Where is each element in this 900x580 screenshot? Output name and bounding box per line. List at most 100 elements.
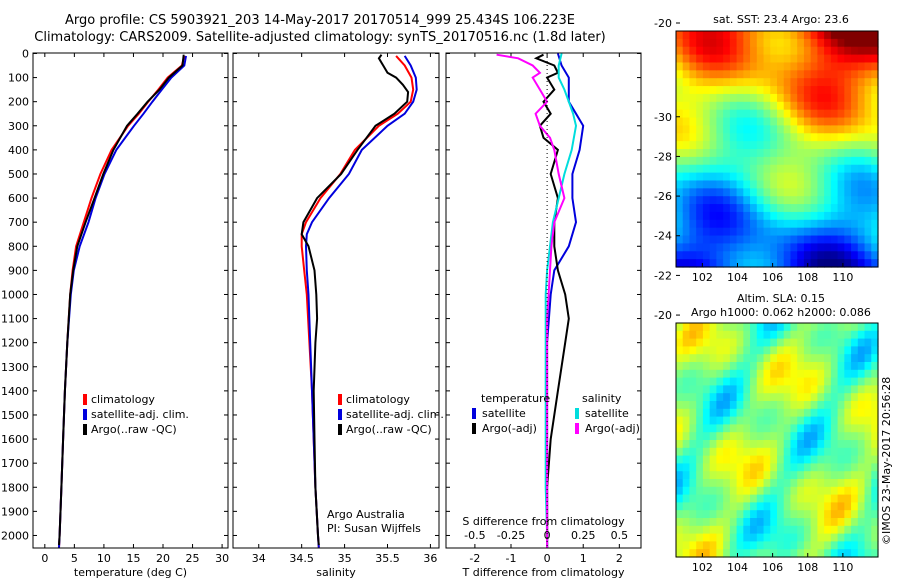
map-cell (743, 486, 751, 496)
map-cell (851, 204, 859, 213)
map-cell (763, 471, 771, 480)
map-cell (864, 502, 872, 511)
map-cell (682, 338, 691, 347)
map-cell (830, 440, 839, 449)
map-cell (871, 149, 879, 158)
map-cell (729, 377, 738, 386)
map-cell (716, 440, 724, 449)
map-cell (777, 471, 785, 480)
map-cell (871, 377, 879, 386)
map-cell (716, 172, 724, 182)
map-cell (857, 117, 866, 126)
map-cell (803, 243, 812, 252)
map-cell (810, 149, 818, 158)
map-cell (763, 196, 771, 205)
map-cell (756, 525, 765, 535)
map-cell (696, 125, 704, 134)
map-cell (689, 54, 697, 64)
map-cell (851, 109, 859, 119)
map-cell (723, 180, 731, 189)
map-cell (702, 432, 711, 441)
map-cell (817, 416, 825, 425)
map-cell (676, 502, 684, 511)
map-cell (763, 62, 771, 71)
map-cell (763, 369, 771, 379)
map-cell (777, 408, 785, 418)
map-cell (696, 486, 704, 496)
map-cell (702, 31, 711, 40)
map-cell (756, 502, 765, 511)
map-cell (851, 533, 859, 542)
map-cell (689, 109, 697, 119)
map-cell (689, 38, 697, 48)
map-cell (682, 479, 691, 488)
map-cell (716, 416, 724, 425)
map-cell (763, 479, 771, 488)
map-cell (723, 109, 731, 119)
map-cell (824, 518, 832, 527)
map-cell (723, 38, 731, 48)
legend-swatch (575, 423, 579, 434)
map-cell (837, 479, 845, 488)
map-cell (864, 149, 872, 158)
map-cell (750, 38, 758, 48)
map-cell (729, 54, 738, 64)
map-cell (783, 164, 792, 174)
map-cell (743, 447, 751, 457)
map-cell (763, 424, 771, 433)
map-cell (702, 38, 711, 48)
map-cell (743, 494, 751, 503)
map-cell (857, 479, 866, 488)
map-cell (756, 416, 765, 425)
map-cell (851, 346, 859, 355)
map-cell (770, 323, 778, 332)
map-cell (676, 447, 684, 457)
map-cell (689, 235, 697, 244)
map-cell (824, 369, 832, 379)
map-cell (723, 455, 731, 464)
map-cell (729, 117, 738, 126)
map-cell (830, 362, 839, 371)
map-cell (702, 149, 711, 158)
map-cell (729, 251, 738, 260)
map-y-tick-label: -24 (654, 230, 672, 243)
map-cell (857, 38, 866, 48)
map-cell (723, 149, 731, 158)
map-cell (790, 156, 798, 166)
map-cell (770, 133, 778, 142)
map-cell (871, 243, 879, 252)
map-cell (790, 259, 798, 268)
map-cell (864, 471, 872, 480)
legend-label: Argo(..raw -QC) (91, 423, 177, 436)
map-cell (857, 70, 866, 79)
map-cell (689, 31, 697, 40)
map-cell (750, 455, 758, 464)
map-cell (723, 346, 731, 355)
map-cell (723, 93, 731, 103)
map-cell (817, 133, 825, 142)
map-cell (851, 31, 859, 40)
map-cell (696, 227, 704, 237)
map-cell (837, 219, 845, 229)
map-cell (689, 188, 697, 197)
map-cell (682, 188, 691, 197)
map-cell (810, 219, 818, 229)
map-cell (797, 149, 805, 158)
map-cell (763, 323, 771, 332)
map-cell (851, 141, 859, 150)
map-cell (696, 385, 704, 394)
map-cell (824, 330, 832, 340)
map-cell (736, 362, 744, 371)
map-cell (743, 141, 751, 150)
map-cell (810, 440, 818, 449)
map-cell (716, 471, 724, 480)
map-cell (844, 486, 852, 496)
map-cell (750, 219, 758, 229)
map-cell (790, 323, 798, 332)
map-cell (676, 38, 684, 48)
map-cell (824, 424, 832, 433)
map-cell (830, 330, 839, 340)
map-cell (851, 330, 859, 340)
map-cell (676, 149, 684, 158)
map-cell (844, 243, 852, 252)
